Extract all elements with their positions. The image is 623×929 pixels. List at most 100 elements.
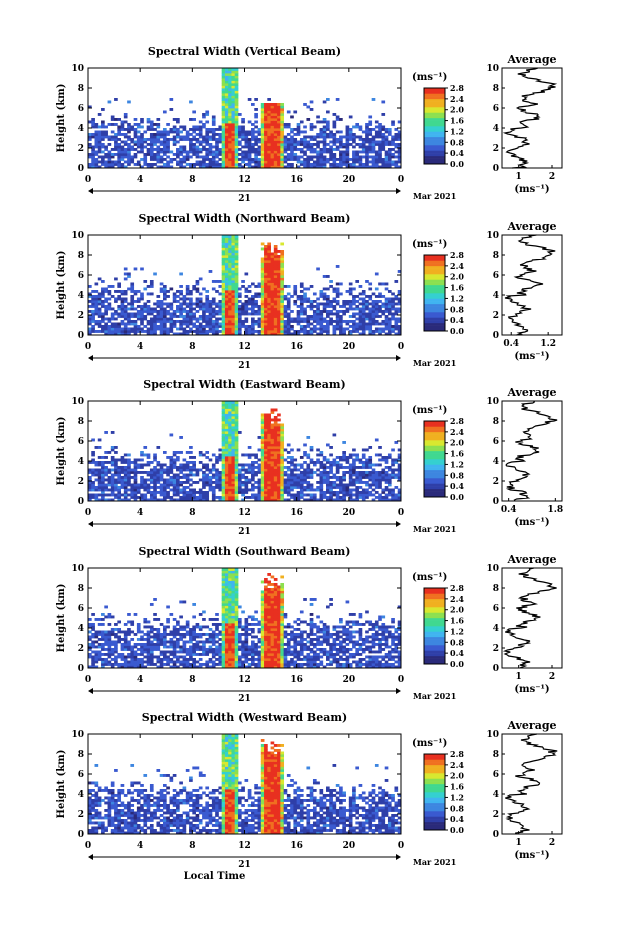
heatmap-cell (156, 140, 161, 144)
heatmap-cell (326, 471, 330, 474)
heatmap-cell (140, 165, 144, 169)
heatmap-cell (309, 305, 314, 308)
heatmap-cell (251, 165, 255, 169)
heatmap-cell (286, 493, 291, 497)
heatmap-cell (374, 302, 379, 306)
heatmap-cell (277, 453, 281, 457)
heatmap-cell (355, 160, 360, 164)
heatmap-cell (322, 143, 327, 146)
heatmap-cell (371, 158, 376, 161)
heatmap-cell (254, 113, 258, 116)
heatmap-cell (254, 138, 258, 141)
heatmap-cell (88, 300, 92, 303)
heatmap-cell (348, 476, 353, 479)
heatmap-cell (237, 143, 242, 146)
heatmap-cell (97, 310, 102, 313)
heatmap-cell (283, 315, 288, 318)
heatmap-cell (260, 448, 265, 452)
heatmap-cell (319, 290, 324, 293)
heatmap-cell (309, 315, 314, 318)
heatmap-cell (322, 135, 327, 139)
heatmap-cell (322, 128, 327, 131)
heatmap-cell (221, 320, 226, 323)
heatmap-cell (172, 143, 177, 146)
average-y-tick-label: 0 (493, 164, 499, 174)
heatmap-cell (224, 160, 229, 164)
heatmap-cell (224, 267, 229, 271)
heatmap-cell (156, 486, 161, 489)
heatmap-cell (277, 260, 281, 263)
heatmap-cell (153, 473, 157, 477)
heatmap-cell (208, 307, 213, 311)
heatmap-cell (94, 330, 99, 333)
heatmap-cell (234, 320, 239, 323)
heatmap-cell (123, 458, 128, 462)
heatmap-cell (394, 461, 399, 464)
heatmap-cell (94, 160, 99, 164)
heatmap-cell (283, 332, 288, 336)
day-label: 21 (238, 527, 251, 537)
heatmap-cell (387, 150, 392, 154)
colorbar-segment (424, 255, 445, 259)
heatmap-cell (290, 155, 294, 159)
heatmap-cell (208, 148, 213, 151)
heatmap-cell (179, 297, 183, 301)
heatmap-cell (299, 327, 304, 331)
heatmap-cell (234, 305, 239, 308)
heatmap-cell (224, 498, 229, 502)
heatmap-cell (358, 307, 363, 311)
heatmap-cell (136, 310, 141, 313)
heatmap-cell (179, 481, 183, 484)
heatmap-cell (123, 312, 128, 316)
heatmap-cell (368, 456, 373, 459)
heatmap-cell (365, 140, 369, 144)
heatmap-cell (231, 242, 236, 246)
heatmap-cell (169, 330, 174, 333)
heatmap-cell (117, 332, 121, 336)
heatmap-cell (133, 493, 138, 497)
heatmap-cell (114, 160, 118, 164)
heatmap-cell (378, 135, 382, 139)
heatmap-cell (185, 310, 190, 313)
heatmap-cell (339, 476, 343, 479)
heatmap-cell (286, 461, 291, 464)
heatmap-cell (133, 312, 138, 316)
heatmap-cell (166, 327, 170, 331)
heatmap-cell (309, 488, 314, 492)
heatmap-cell (348, 290, 353, 293)
heatmap-cell (374, 310, 379, 313)
heatmap-cell (374, 322, 379, 326)
heatmap-cell (355, 456, 360, 459)
heatmap-cell (378, 493, 382, 497)
heatmap-cell (94, 300, 99, 303)
heatmap-cell (355, 453, 360, 457)
heatmap-cell (270, 128, 275, 131)
heatmap-cell (202, 302, 206, 306)
colorbar-tick-label: 1.6 (450, 116, 464, 126)
heatmap-cell (352, 155, 356, 159)
heatmap-cell (231, 250, 236, 253)
heatmap-cell (316, 120, 320, 124)
heatmap-cell (195, 300, 200, 303)
heatmap-cell (110, 486, 115, 489)
heatmap-cell (290, 317, 294, 321)
heatmap-cell (156, 473, 161, 477)
heatmap-cell (234, 295, 239, 298)
heatmap-cell (228, 458, 232, 462)
heatmap-cell (234, 431, 239, 434)
heatmap-cell (189, 297, 193, 301)
heatmap-cell (387, 327, 392, 331)
heatmap-cell (185, 496, 190, 499)
heatmap-cell (162, 130, 167, 134)
heatmap-cell (267, 471, 271, 474)
heatmap-cell (211, 481, 216, 484)
heatmap-cell (283, 158, 288, 161)
colorbar-segment (424, 456, 445, 460)
heatmap-cell (332, 133, 337, 136)
heatmap-cell (270, 292, 275, 296)
heatmap-cell (306, 476, 311, 479)
heatmap-cell (277, 466, 281, 469)
heatmap-cell (107, 478, 112, 482)
heatmap-cell (172, 130, 177, 134)
heatmap-cell (91, 123, 95, 126)
